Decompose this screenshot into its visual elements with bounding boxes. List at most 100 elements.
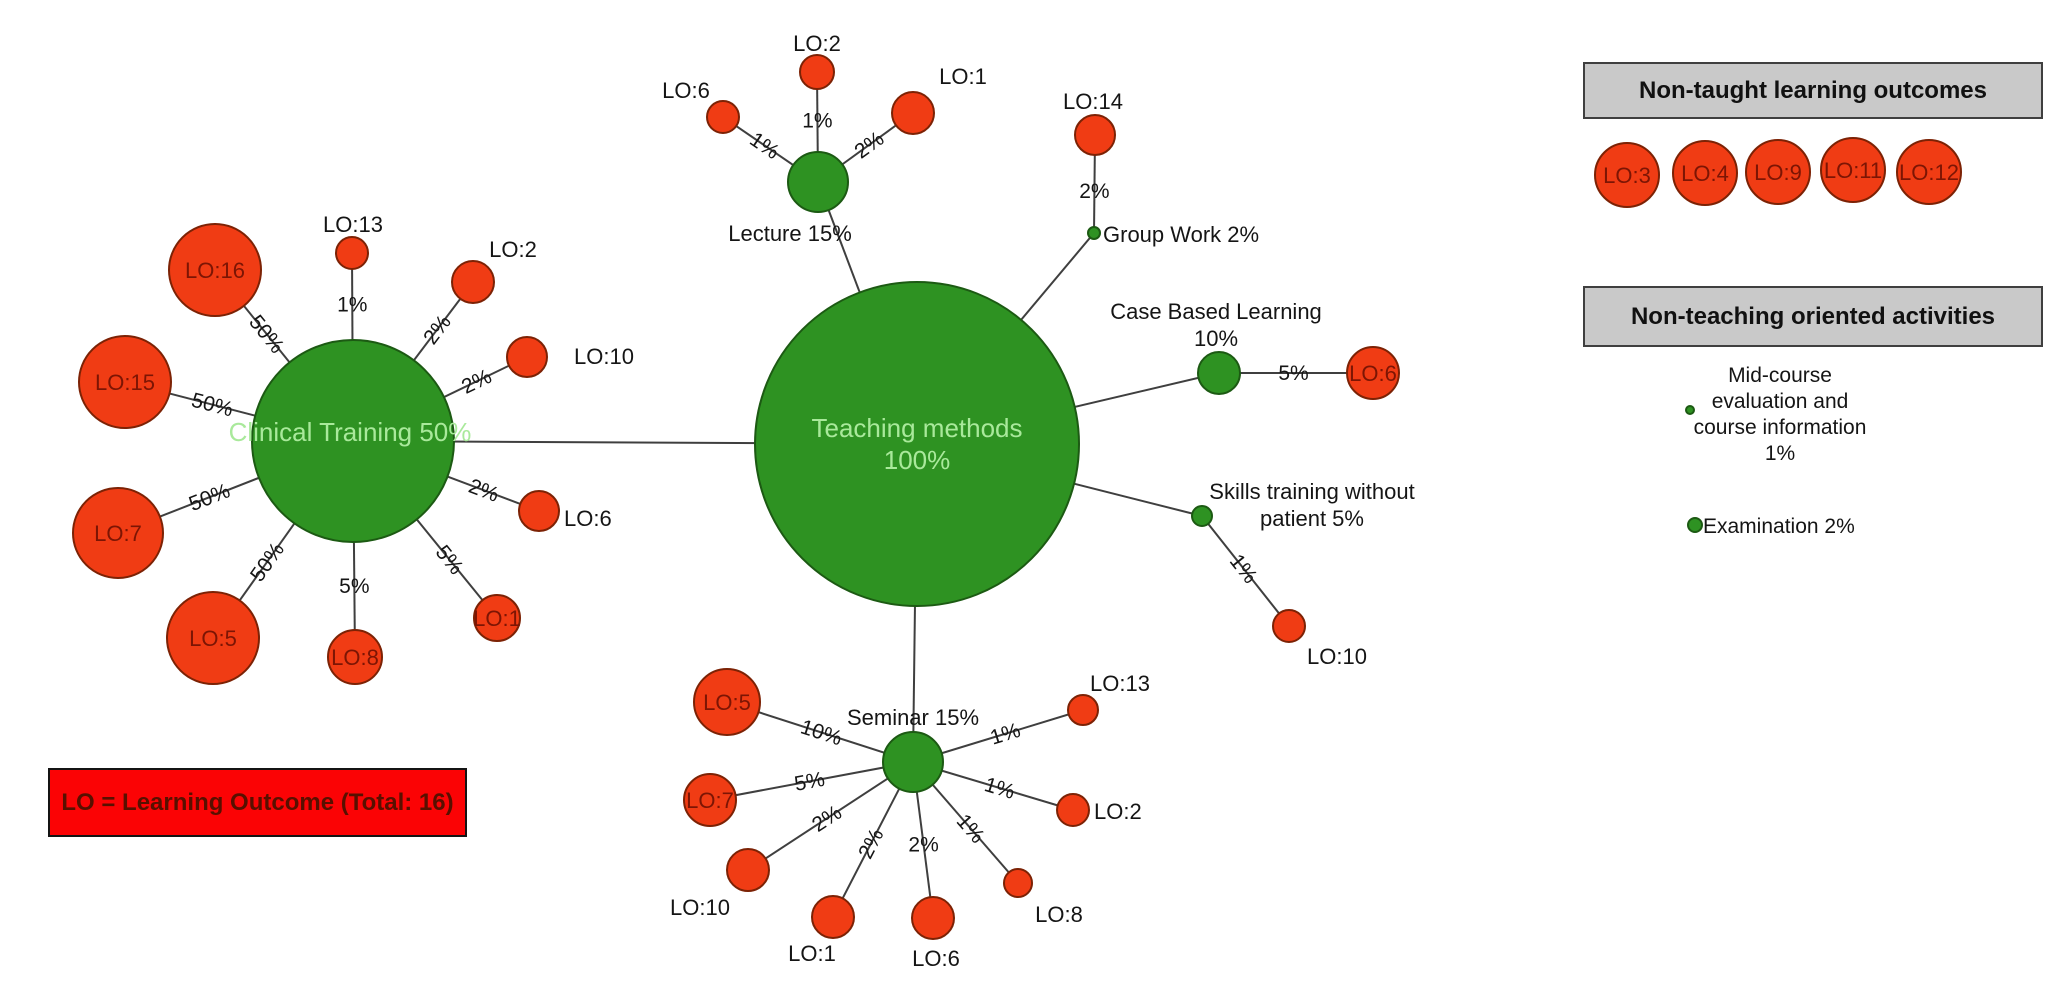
node-sem_lo7 [683,773,737,827]
node-cl_lo15 [78,335,172,429]
label-cl_lo6: LO:6 [564,506,612,531]
label-sem_lo6: LO:6 [912,946,960,971]
node-seminar [882,731,944,793]
label-sem_lo13: LO:13 [1090,671,1150,696]
edge-label-lecture-lec_lo2: 1% [802,110,832,133]
label-nt_lo12: LO:12 [1899,160,1959,185]
label-cl_lo13: LO:13 [323,212,383,237]
node-cl_lo1 [473,594,521,642]
node-cl_lo6 [518,490,560,532]
node-clinical [251,339,455,543]
label-sk_lo10: LO:10 [1307,644,1367,669]
node-groupwork [1087,226,1101,240]
label-sem_lo2: LO:2 [1094,799,1142,824]
node-nt_lo11 [1820,137,1886,203]
label-cl_lo8: LO:8 [331,645,379,670]
edge-label-clinical-cl_lo16: 50% [244,311,288,358]
label-cl_lo1: LO:1 [473,606,521,631]
node-teaching [754,281,1080,607]
node-sem_lo10 [726,848,770,892]
label-cl_lo7: LO:7 [94,521,142,546]
label-cl_lo15: LO:15 [95,370,155,395]
node-cl_lo2 [451,260,495,304]
label-cl_lo10: LO:10 [574,344,634,369]
edge-label-lecture-lec_lo1: 2% [850,127,888,163]
edge-seminar-sem_lo10 [747,761,914,871]
node-lec_lo2 [799,54,835,90]
node-skills [1191,505,1213,527]
non-teaching-oriented-activities-header: Non-teaching oriented activities [1583,286,2043,347]
node-lec_lo6 [706,100,740,134]
node-nt_lo9 [1745,139,1811,205]
node-sem_lo1 [811,895,855,939]
node-sem_lo2 [1056,793,1090,827]
label-nt_lo9: LO:9 [1754,160,1802,185]
node-cl_lo8 [327,629,383,685]
edge-label-groupwork-gw_lo14: 2% [1079,180,1109,203]
node-sem_lo13 [1067,694,1099,726]
edge-label-clinical-cl_lo1: 5% [431,541,468,579]
node-sem_lo8 [1003,868,1033,898]
node-sem_lo6 [911,896,955,940]
edge-label-seminar-sem_lo6: 2% [908,833,938,856]
edge-label-clinical-cl_lo10: 2% [458,365,495,399]
label-lec_lo2: LO:2 [793,31,841,56]
label-cbl: Case Based Learning 10% [1110,299,1322,351]
label-sem_lo1: LO:1 [788,941,836,966]
label-sem_lo5: LO:5 [703,690,751,715]
node-nt_lo4 [1672,140,1738,206]
label-lecture: Lecture 15% [728,221,852,246]
edge-seminar-sem_lo7 [709,761,914,801]
non-taught-learning-outcomes-header: Non-taught learning outcomes [1583,62,2043,119]
label-nt_lo3: LO:3 [1603,163,1651,188]
label-skills: Skills training without patient 5% [1209,479,1414,531]
label-sem_lo10: LO:10 [670,895,730,920]
node-cbl_lo6 [1346,346,1400,400]
edge-label-seminar-sem_lo2: 1% [982,773,1018,804]
edge-skills-sk_lo10 [1201,515,1290,627]
node-exam_dot [1687,517,1703,533]
label-sem_lo8: LO:8 [1035,902,1083,927]
label-gw_lo14: LO:14 [1063,89,1123,114]
label-clinical: Clinical Training 50% [229,417,472,447]
lo-legend-box: LO = Learning Outcome (Total: 16) [48,768,467,837]
node-nt_lo12 [1896,139,1962,205]
node-cbl [1197,351,1241,395]
node-lecture [787,151,849,213]
node-sk_lo10 [1272,609,1306,643]
node-sem_lo5 [693,668,761,736]
edge-label-skills-sk_lo10: 1% [1225,550,1262,588]
label-exam_dot: Examination 2% [1703,515,1855,538]
label-sem_lo7: LO:7 [686,788,734,813]
edge-label-clinical-cl_lo5: 50% [246,538,289,586]
node-lec_lo1 [891,91,935,135]
edge-label-clinical-cl_lo6: 2% [465,475,502,507]
node-gw_lo14 [1074,114,1116,156]
label-lec_lo1: LO:1 [939,64,987,89]
edge-label-seminar-sem_lo5: 10% [798,716,845,751]
node-cl_lo5 [166,591,260,685]
label-midcourse_dot: Mid-course evaluation and course informati… [1694,364,1867,465]
edge-label-cbl-cbl_lo6: 5% [1278,362,1308,385]
label-cl_lo2: LO:2 [489,237,537,262]
edge-label-seminar-sem_lo7: 5% [793,768,827,796]
label-lec_lo6: LO:6 [662,78,710,103]
label-nt_lo11: LO:11 [1824,158,1882,183]
node-cl_lo7 [72,487,164,579]
node-cl_lo16 [168,223,262,317]
edge-label-lecture-lec_lo6: 1% [745,128,783,164]
node-nt_lo3 [1594,142,1660,208]
label-groupwork: Group Work 2% [1103,222,1259,247]
node-cl_lo10 [506,336,548,378]
label-teaching: Teaching methods 100% [811,413,1022,475]
edge-label-clinical-cl_lo2: 2% [419,311,456,349]
label-cbl_lo6: LO:6 [1349,361,1397,386]
edge-label-clinical-cl_lo7: 50% [186,479,234,516]
label-nt_lo4: LO:4 [1681,161,1729,186]
node-midcourse_dot [1685,405,1695,415]
edge-label-seminar-sem_lo13: 1% [987,719,1023,750]
label-cl_lo16: LO:16 [185,258,245,283]
edge-label-seminar-sem_lo10: 2% [808,801,846,837]
